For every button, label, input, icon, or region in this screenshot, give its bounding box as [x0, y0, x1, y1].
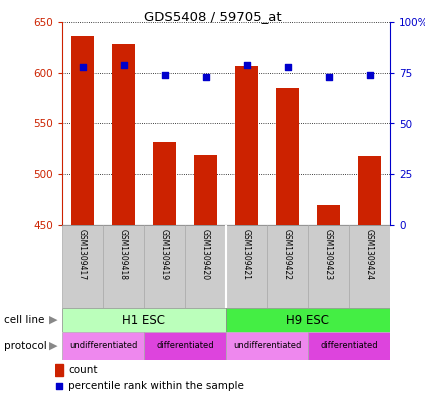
Text: GSM1309424: GSM1309424	[365, 229, 374, 280]
Bar	[358, 156, 381, 225]
Point	[325, 73, 332, 80]
Bar	[144, 332, 226, 360]
Point	[120, 61, 127, 68]
Text: cell line: cell line	[4, 315, 45, 325]
Bar	[235, 66, 258, 225]
Bar	[185, 225, 226, 308]
Text: count: count	[68, 365, 97, 375]
Bar	[62, 225, 103, 308]
Text: GSM1309420: GSM1309420	[201, 229, 210, 280]
Bar	[349, 225, 390, 308]
Text: GSM1309419: GSM1309419	[160, 229, 169, 280]
Text: GSM1309417: GSM1309417	[78, 229, 87, 280]
Text: ▶: ▶	[49, 315, 57, 325]
Text: percentile rank within the sample: percentile rank within the sample	[68, 381, 244, 391]
Text: protocol: protocol	[4, 341, 47, 351]
Text: undifferentiated: undifferentiated	[69, 342, 137, 351]
Text: GSM1309423: GSM1309423	[324, 229, 333, 280]
Bar	[276, 88, 299, 225]
Bar	[103, 225, 144, 308]
Bar	[71, 36, 94, 225]
Bar	[267, 225, 308, 308]
Point	[243, 61, 250, 68]
Text: GDS5408 / 59705_at: GDS5408 / 59705_at	[144, 10, 281, 23]
Text: ▶: ▶	[49, 341, 57, 351]
Text: GSM1309421: GSM1309421	[242, 229, 251, 280]
Bar	[55, 364, 63, 376]
Bar	[308, 225, 349, 308]
Text: undifferentiated: undifferentiated	[233, 342, 301, 351]
Bar	[144, 225, 185, 308]
Point	[366, 72, 373, 78]
Point	[202, 73, 209, 80]
Text: GSM1309422: GSM1309422	[283, 229, 292, 280]
Bar	[226, 332, 308, 360]
Bar	[226, 308, 390, 332]
Bar	[308, 332, 390, 360]
Text: H1 ESC: H1 ESC	[122, 314, 165, 327]
Bar	[153, 142, 176, 225]
Text: GSM1309418: GSM1309418	[119, 229, 128, 280]
Point	[79, 64, 86, 70]
Point	[161, 72, 168, 78]
Text: differentiated: differentiated	[156, 342, 214, 351]
Point	[284, 64, 291, 70]
Text: differentiated: differentiated	[320, 342, 378, 351]
Bar	[317, 205, 340, 225]
Bar	[226, 225, 267, 308]
Text: H9 ESC: H9 ESC	[286, 314, 329, 327]
Point	[56, 383, 62, 389]
Bar	[62, 332, 144, 360]
Bar	[62, 308, 226, 332]
Bar	[112, 44, 135, 225]
Bar	[194, 155, 217, 225]
